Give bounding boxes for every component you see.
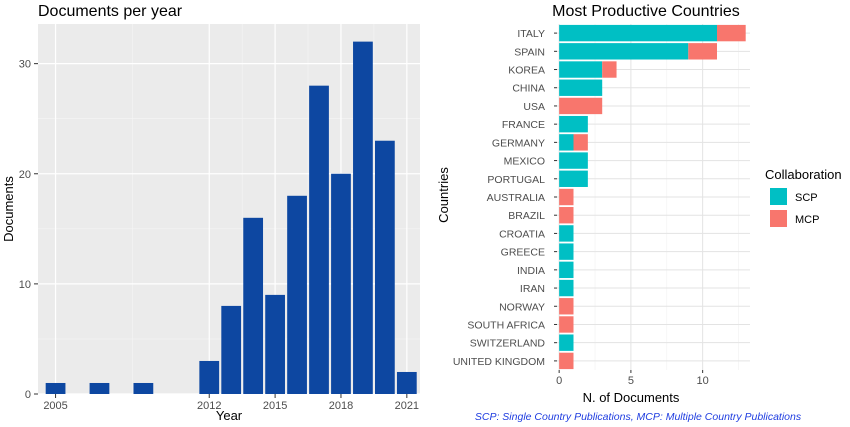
category-label: SWITZERLAND (470, 338, 546, 350)
category-label: USA (523, 101, 545, 113)
right-x-tick-label: 0 (556, 375, 562, 387)
left-y-tick-label: 30 (19, 59, 31, 71)
bar-2021 (396, 371, 417, 394)
right-x-tick-labels: 0 5 10 (556, 370, 709, 387)
legend-title: Collaboration (765, 167, 842, 182)
category-label: SOUTH AFRICA (467, 319, 545, 331)
bar-2005 (45, 382, 66, 394)
right-y-axis-title: Countries (436, 167, 451, 223)
bar-switzerland-scp (559, 334, 574, 351)
right-x-tick-label: 10 (697, 375, 709, 387)
legend-label-scp: SCP (795, 192, 818, 204)
category-label: IRAN (520, 283, 545, 295)
category-label: UNITED KINGDOM (453, 356, 545, 368)
left-x-tick-labels: 2005 2012 2015 2018 2021 (43, 394, 419, 412)
left-y-tick-label: 20 (19, 169, 31, 181)
bar-iran-scp (559, 279, 574, 297)
legend-swatch-mcp (770, 210, 787, 227)
left-y-tick-label: 10 (19, 279, 31, 291)
bar-croatia-scp (559, 225, 574, 242)
right-x-axis-title: N. of Documents (583, 390, 680, 405)
legend-swatch-scp (770, 188, 787, 205)
bar-south-africa-mcp (559, 316, 574, 333)
bar-2013 (221, 305, 242, 394)
bar-2017 (309, 85, 329, 395)
bar-korea-mcp (602, 61, 617, 78)
bar-greece-scp (559, 243, 574, 260)
category-label: CROATIA (499, 228, 545, 240)
bar-mexico-scp (559, 152, 588, 169)
left-y-tick-label: 0 (25, 389, 31, 401)
left-chart-title: Documents per year (38, 3, 183, 20)
category-label: BRAZIL (508, 210, 545, 222)
right-x-tick-label: 5 (628, 375, 634, 387)
category-label: FRANCE (502, 119, 545, 131)
category-label: SPAIN (514, 46, 545, 58)
legend-label-mcp: MCP (795, 214, 819, 226)
left-x-tick-label: 2005 (43, 400, 67, 412)
bar-united-kingdom-mcp (559, 352, 574, 370)
documents-per-year-chart: Documents per year 2005 2012 2015 2018 2021 … (1, 3, 420, 423)
bar-italy-mcp (716, 24, 746, 42)
left-bars (45, 41, 417, 395)
bar-korea-scp (559, 61, 603, 78)
right-category-labels: ITALY SPAIN KOREA CHINA USA FRANCE GERMANY MEXI… (453, 28, 557, 368)
bar-brazil-mcp (559, 207, 574, 224)
bar-italy-scp (559, 24, 717, 42)
left-x-tick-label: 2015 (263, 400, 287, 412)
bar-2016 (287, 195, 307, 394)
category-label: GREECE (501, 247, 545, 259)
bar-india-scp (559, 261, 574, 279)
left-y-tick-labels: 0 10 20 30 (19, 59, 38, 401)
left-x-tick-label: 2021 (395, 400, 419, 412)
left-y-axis-title: Documents (1, 176, 16, 242)
bar-spain-scp (559, 43, 689, 60)
right-chart-title: Most Productive Countries (552, 3, 740, 20)
bar-2012 (199, 360, 220, 394)
left-x-tick-label: 2018 (329, 400, 353, 412)
bar-2018 (331, 173, 351, 394)
bar-norway-mcp (559, 298, 574, 315)
bar-portugal-scp (559, 170, 588, 187)
category-label: KOREA (508, 65, 545, 77)
bar-china-scp (559, 79, 603, 96)
bar-2020 (374, 140, 395, 394)
right-bars (559, 24, 746, 370)
category-label: INDIA (517, 265, 545, 277)
category-label: PORTUGAL (487, 174, 545, 186)
bar-2014 (243, 217, 264, 394)
bar-france-scp (559, 115, 588, 133)
bar-2019 (353, 41, 373, 394)
bar-2007 (89, 382, 110, 394)
category-label: NORWAY (499, 301, 545, 313)
left-x-axis-title: Year (216, 408, 243, 423)
legend: Collaboration SCP MCP (765, 167, 842, 227)
category-label: GERMANY (492, 137, 545, 149)
left-x-tick-label: 2012 (197, 400, 221, 412)
bar-2009 (133, 382, 154, 394)
bar-spain-mcp (688, 43, 717, 60)
category-label: ITALY (517, 28, 545, 40)
bar-2015 (265, 294, 285, 394)
bar-australia-mcp (559, 188, 574, 206)
category-label: CHINA (512, 83, 545, 95)
bar-germany-mcp (573, 134, 588, 151)
most-productive-countries-chart: Most Productive Countries ITALY SPAIN KORE… (436, 3, 842, 423)
bar-usa-mcp (559, 97, 603, 115)
footnote: SCP: Single Country Publications, MCP: M… (475, 411, 802, 423)
category-label: AUSTRALIA (487, 192, 545, 204)
category-label: MEXICO (504, 156, 545, 168)
bar-germany-scp (559, 134, 574, 151)
